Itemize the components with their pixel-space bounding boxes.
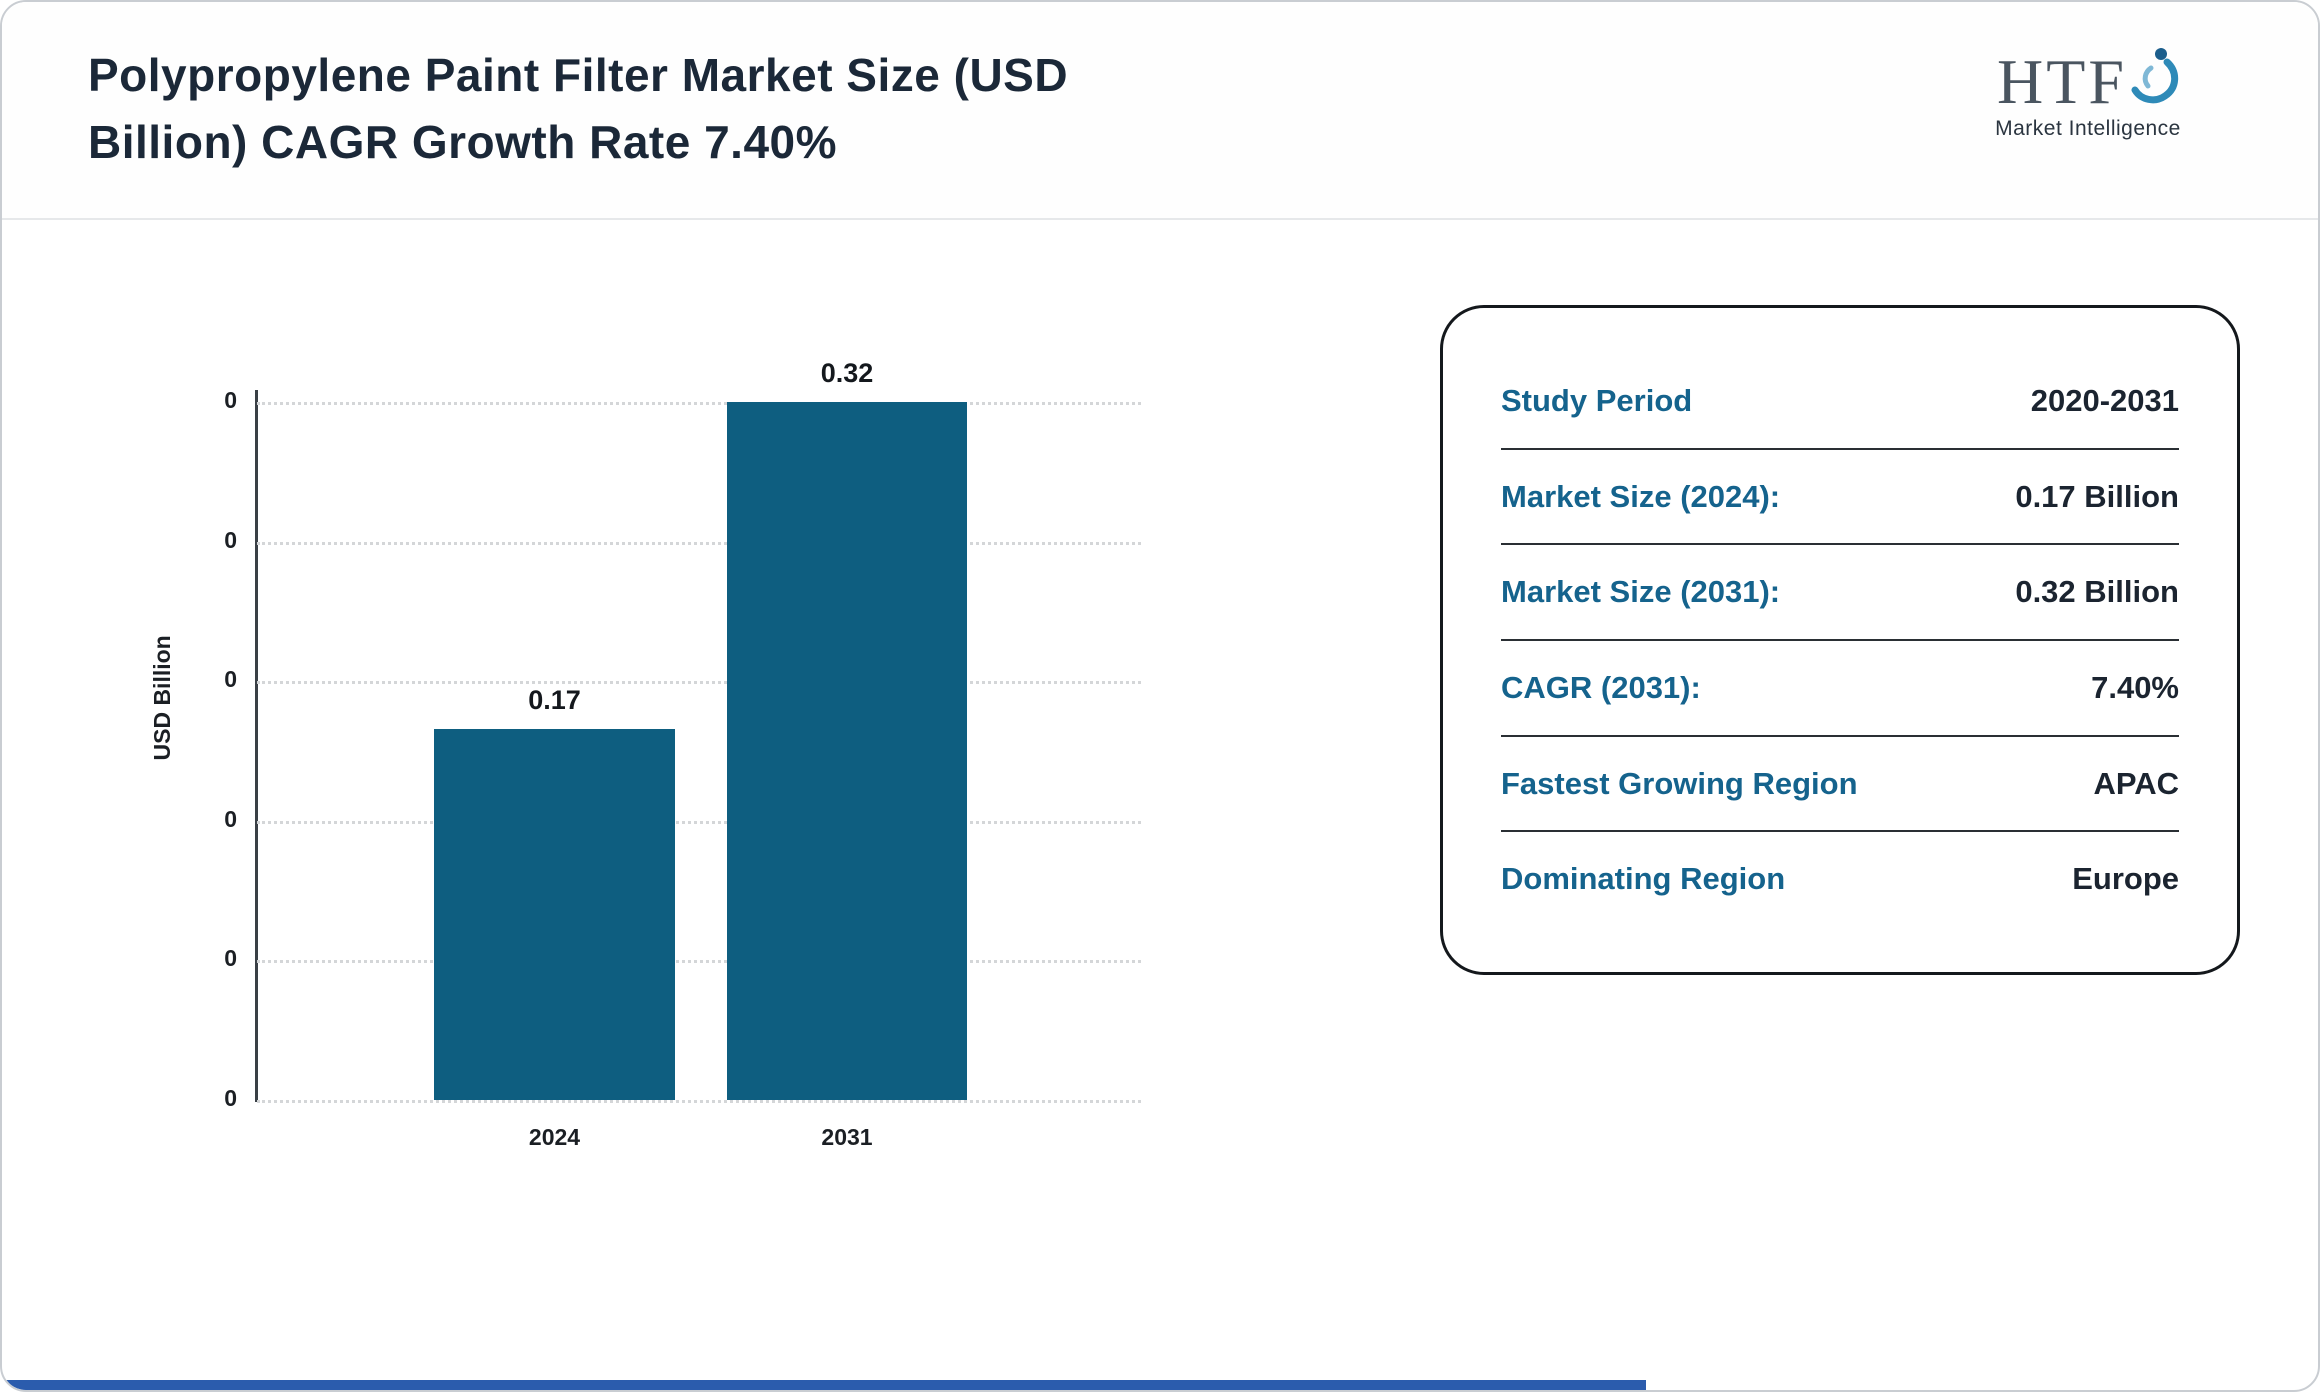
row-value: APAC xyxy=(2093,765,2179,801)
row-label: Market Size (2031): xyxy=(1501,574,1781,610)
row-label: Fastest Growing Region xyxy=(1501,765,1858,801)
y-tick-label: 0 xyxy=(224,526,237,553)
row-value: 0.17 Billion xyxy=(2015,478,2179,514)
logo-text: HTF xyxy=(1997,46,2127,117)
row-label: Study Period xyxy=(1501,382,1693,418)
y-tick-label: 0 xyxy=(224,387,237,413)
y-tick-label: 0 xyxy=(224,1085,237,1111)
bottom-accent-strip xyxy=(2,1380,1647,1390)
summary-row-dominating-region: Dominating Region Europe xyxy=(1501,832,2179,926)
htf-logo: HTF Market Intelligence xyxy=(1948,46,2228,141)
page-title-line1: Polypropylene Paint Filter Market Size (… xyxy=(88,49,1069,101)
page-title: Polypropylene Paint Filter Market Size (… xyxy=(88,42,1068,175)
summary-row-fastest-growing-region: Fastest Growing Region APAC xyxy=(1501,737,2179,833)
logo-tagline: Market Intelligence xyxy=(1995,117,2181,140)
bar-value-label: 0.32 xyxy=(820,358,874,388)
gridline xyxy=(257,960,1141,964)
y-axis-spine xyxy=(255,390,258,1102)
row-label: CAGR (2031): xyxy=(1501,669,1701,705)
row-value: 2020-2031 xyxy=(2030,382,2179,418)
summary-row-study-period: Study Period 2020-2031 xyxy=(1501,354,2179,450)
gridline xyxy=(257,681,1141,685)
gridline xyxy=(257,402,1141,405)
gridline xyxy=(257,541,1141,545)
market-summary-card: Study Period 2020-2031 Market Size (2024… xyxy=(1440,305,2240,975)
bar-chart: USD Billion 0 0 0 0 0 0 0.17 2024 0.32 2031 xyxy=(2,2,1202,1390)
y-tick-label: 0 xyxy=(224,666,237,693)
gridline xyxy=(257,1100,1141,1103)
x-tick-label: 2031 xyxy=(821,1124,873,1150)
x-tick-label: 2024 xyxy=(528,1124,581,1150)
row-label: Dominating Region xyxy=(1501,861,1786,897)
bar-2024 xyxy=(434,729,675,1100)
y-tick-label: 0 xyxy=(224,945,237,972)
summary-row-cagr: CAGR (2031): 7.40% xyxy=(1501,641,2179,737)
row-value: Europe xyxy=(2072,861,2179,897)
bar-2031 xyxy=(727,402,967,1100)
row-value: 0.32 Billion xyxy=(2015,574,2179,610)
row-label: Market Size (2024): xyxy=(1501,478,1781,514)
y-tick-label: 0 xyxy=(224,805,237,832)
gridline xyxy=(257,820,1141,824)
summary-row-market-size-2031: Market Size (2031): 0.32 Billion xyxy=(1501,545,2179,642)
page-title-line2: Billion) CAGR Growth Rate 7.40% xyxy=(88,115,838,168)
y-axis-title: USD Billion xyxy=(149,635,176,761)
bar-value-label: 0.17 xyxy=(528,685,581,716)
row-value: 7.40% xyxy=(2091,669,2179,705)
logo-swirl-icon xyxy=(2121,46,2179,115)
header: Polypropylene Paint Filter Market Size (… xyxy=(2,2,2318,220)
summary-row-market-size-2024: Market Size (2024): 0.17 Billion xyxy=(1501,450,2179,546)
